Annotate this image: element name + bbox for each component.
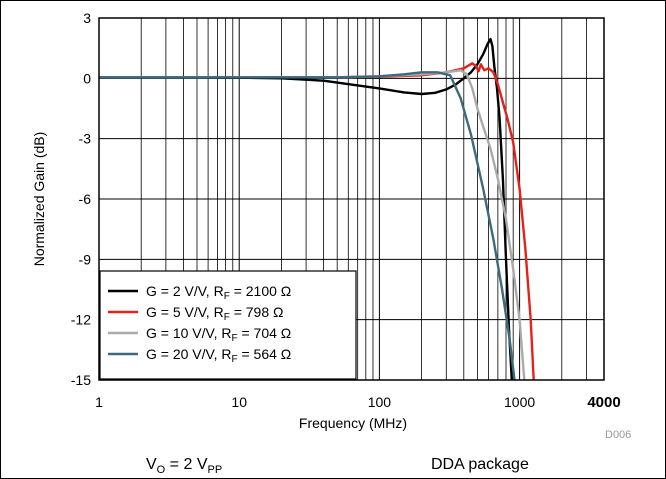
- x-tick-label: 100: [368, 394, 392, 410]
- y-tick-label: -12: [71, 312, 91, 328]
- figure-id: D006: [605, 429, 631, 441]
- x-tick-label: 10: [231, 394, 247, 410]
- y-tick-label: -6: [79, 191, 92, 207]
- y-tick-labels: 3 0 -3 -6 -9 -12 -15: [71, 10, 91, 388]
- legend: G = 2 V/V, RF = 2100 Ω G = 5 V/V, RF = 79…: [99, 270, 357, 380]
- legend-label: G = 2 V/V, RF = 2100 Ω: [146, 283, 291, 302]
- series-line: [99, 71, 516, 381]
- x-tick-labels: 1 10 100 1000 4000: [95, 394, 621, 411]
- x-tick-label: 4000: [587, 394, 620, 411]
- legend-label: G = 20 V/V, RF = 564 Ω: [146, 346, 291, 365]
- footer-left: VO = 2 VPP: [146, 456, 222, 476]
- y-tick-label: -9: [79, 251, 92, 267]
- y-tick-label: 3: [83, 10, 91, 26]
- plot-area-border: [98, 17, 605, 381]
- x-tick-label: 1: [95, 394, 103, 410]
- footer-right: DDA package: [431, 456, 529, 473]
- y-tick-label: -15: [71, 372, 91, 388]
- y-axis-label: Normalized Gain (dB): [31, 132, 47, 267]
- x-tick-label: 1000: [504, 394, 535, 410]
- y-tick-label: -3: [79, 131, 92, 147]
- legend-label: G = 10 V/V, RF = 704 Ω: [146, 325, 291, 344]
- y-tick-label: 0: [83, 70, 91, 86]
- series-lines: [99, 37, 535, 381]
- x-axis-label: Frequency (MHz): [299, 415, 407, 431]
- legend-label: G = 5 V/V, RF = 798 Ω: [146, 304, 283, 323]
- legend-box: [99, 270, 357, 380]
